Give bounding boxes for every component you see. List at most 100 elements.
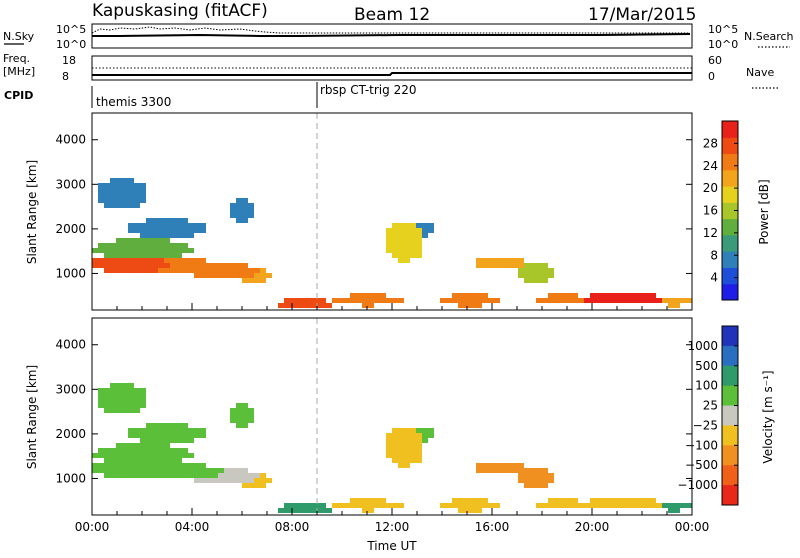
power-cell xyxy=(194,258,200,263)
y-tick-label: 3000 xyxy=(55,177,86,191)
power-cell xyxy=(524,268,530,273)
velocity-cell xyxy=(176,428,182,433)
power-cell xyxy=(398,298,404,303)
velocity-cell xyxy=(170,448,176,453)
velocity-cell xyxy=(104,458,110,463)
velocity-cell xyxy=(224,473,230,478)
velocity-cell xyxy=(128,468,134,473)
power-cell xyxy=(530,268,536,273)
velocity-cell xyxy=(242,403,248,408)
power-cell xyxy=(410,243,416,248)
power-cell xyxy=(236,208,242,213)
velocity-cell xyxy=(512,468,518,473)
velocity-cell xyxy=(236,408,242,413)
power-cell xyxy=(158,248,164,253)
velocity-cell xyxy=(422,438,428,443)
power-cell xyxy=(122,268,128,273)
power-cell xyxy=(182,218,188,223)
colorbar-segment xyxy=(722,385,738,407)
velocity-cell xyxy=(134,448,140,453)
power-cell xyxy=(182,258,188,263)
power-cell xyxy=(416,243,422,248)
power-cell xyxy=(608,293,614,298)
velocity-cell xyxy=(260,473,266,478)
velocity-cell xyxy=(98,393,104,398)
power-cell xyxy=(404,228,410,233)
power-cell xyxy=(482,258,488,263)
power-cell xyxy=(398,238,404,243)
power-cell xyxy=(140,233,146,238)
power-cell xyxy=(494,258,500,263)
velocity-cell xyxy=(242,478,248,483)
velocity-cell xyxy=(188,433,194,438)
power-cell xyxy=(536,263,542,268)
freq-trace xyxy=(92,72,692,76)
power-cell xyxy=(116,263,122,268)
power-cell xyxy=(404,223,410,228)
velocity-cell xyxy=(110,473,116,478)
power-cell xyxy=(92,258,98,263)
power-cell xyxy=(122,178,128,183)
colorbar-segment xyxy=(722,137,738,155)
power-cell xyxy=(158,223,164,228)
power-cell xyxy=(128,263,134,268)
velocity-cell xyxy=(200,428,206,433)
velocity-cell xyxy=(242,408,248,413)
velocity-cell xyxy=(410,428,416,433)
velocity-cell xyxy=(158,448,164,453)
power-cell xyxy=(134,258,140,263)
velocity-cell xyxy=(410,458,416,463)
velocity-cell xyxy=(368,508,374,513)
power-cell xyxy=(230,208,236,213)
power-cell xyxy=(146,238,152,243)
power-cell xyxy=(152,228,158,233)
velocity-cell xyxy=(464,508,470,513)
power-cell xyxy=(668,298,674,303)
power-cell xyxy=(548,268,554,273)
velocity-cell xyxy=(170,453,176,458)
power-cell xyxy=(134,188,140,193)
power-cell xyxy=(128,183,134,188)
velocity-cell xyxy=(212,468,218,473)
velocity-cell xyxy=(380,503,386,508)
power-plot-area xyxy=(92,113,692,310)
power-cell xyxy=(626,293,632,298)
power-cell xyxy=(428,223,434,228)
power-cell xyxy=(134,198,140,203)
velocity-cell xyxy=(116,468,122,473)
velocity-cell xyxy=(416,428,422,433)
velocity-cell xyxy=(638,498,644,503)
velocity-cell xyxy=(128,448,134,453)
velocity-cell xyxy=(116,393,122,398)
velocity-cell xyxy=(116,403,122,408)
velocity-cell xyxy=(260,478,266,483)
power-cell xyxy=(530,273,536,278)
x-tick-label: 04:00 xyxy=(175,520,210,534)
velocity-cell xyxy=(650,503,656,508)
velocity-cell xyxy=(218,468,224,473)
velocity-cell xyxy=(452,498,458,503)
velocity-cell xyxy=(428,433,434,438)
power-cell xyxy=(128,253,134,258)
velocity-cell xyxy=(164,453,170,458)
velocity-cell xyxy=(158,428,164,433)
colorbar-segment xyxy=(722,326,738,347)
power-cell xyxy=(128,203,134,208)
velocity-cell xyxy=(248,478,254,483)
power-cell xyxy=(500,263,506,268)
velocity-cell xyxy=(392,438,398,443)
velocity-cell xyxy=(614,503,620,508)
velocity-cell xyxy=(104,453,110,458)
freq-top-tick: 18 xyxy=(62,54,76,67)
power-cell xyxy=(410,233,416,238)
station-title: Kapuskasing (fitACF) xyxy=(92,1,268,21)
velocity-cell xyxy=(152,473,158,478)
power-cell xyxy=(122,238,128,243)
power-cell xyxy=(284,298,290,303)
velocity-cell xyxy=(110,403,116,408)
velocity-cell xyxy=(152,433,158,438)
colorbar-segment xyxy=(722,186,738,203)
velocity-cell xyxy=(152,453,158,458)
power-cell xyxy=(200,263,206,268)
